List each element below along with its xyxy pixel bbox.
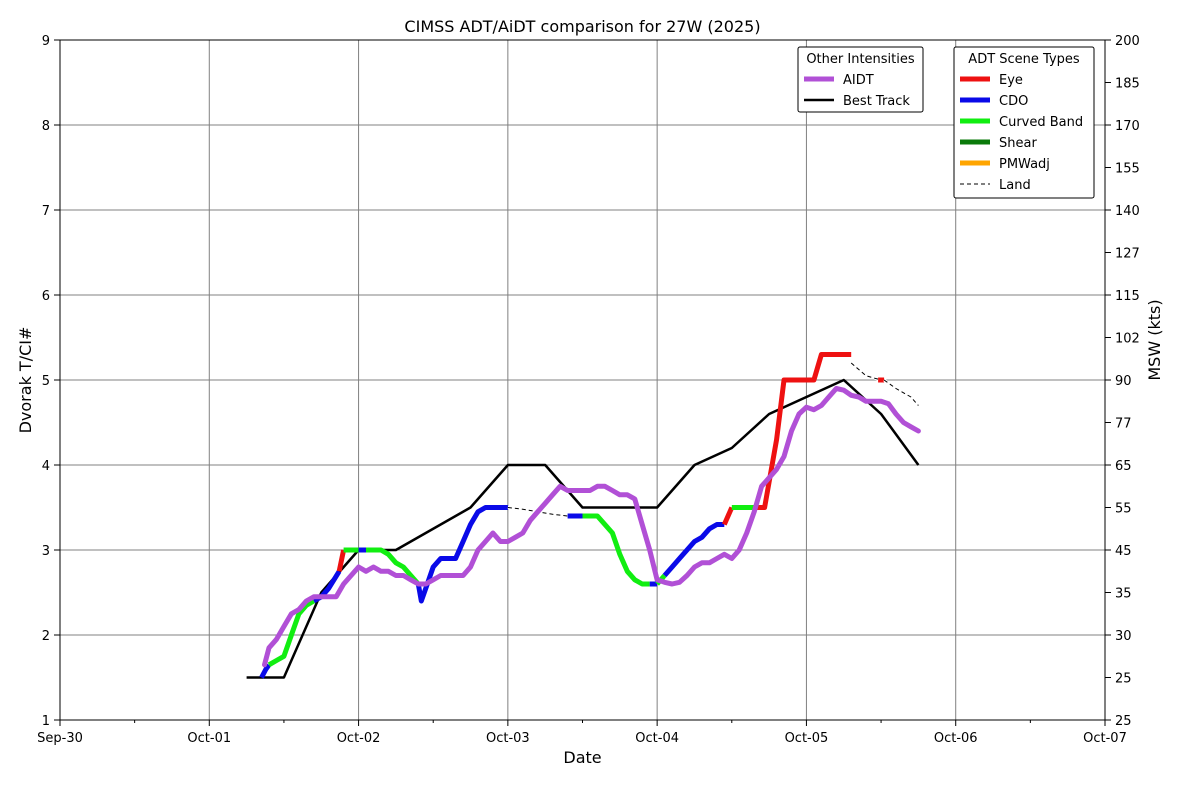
y-tick-label: 3: [42, 544, 50, 559]
y2-axis-title: MSW (kts): [1145, 299, 1164, 380]
y-tick-label: 6: [42, 289, 50, 304]
x-axis-title: Date: [563, 748, 601, 767]
y2-tick-label: 35: [1115, 587, 1132, 602]
y2-tick-label: 170: [1115, 119, 1140, 134]
legend-label: AIDT: [843, 73, 874, 88]
adt-segment-cdo: [662, 522, 725, 578]
legend-label: Land: [999, 178, 1031, 193]
y2-tick-label: 102: [1115, 332, 1140, 347]
x-tick-label: Oct-06: [934, 731, 978, 746]
legend-other-intensities: Other Intensities AIDT Best Track: [797, 46, 924, 113]
y2-tick-label: 90: [1115, 374, 1132, 389]
adt-land-underlay: [850, 361, 882, 382]
y2-tick-label: 30: [1115, 629, 1132, 644]
x-tick-label: Oct-05: [785, 731, 829, 746]
adt-segment-curved-band: [366, 547, 421, 586]
y2-tick-label: 25: [1115, 714, 1132, 729]
aidt-layer: [262, 386, 921, 668]
adt-layer: [259, 352, 920, 679]
legend-box: [953, 46, 1095, 199]
adt-segment-curved-band: [267, 598, 316, 667]
aidt-line: [262, 386, 921, 668]
axis-layer: Sep-30 Oct-01 Oct-02 Oct-03 Oct-04 Oct-05 Oct-…: [37, 34, 1140, 746]
x-tick-label: Oct-03: [486, 731, 530, 746]
y-tick-label: 8: [42, 119, 50, 134]
adt-segment-cdo: [415, 505, 508, 604]
y-tick-label: 7: [42, 204, 50, 219]
legend-label: Best Track: [843, 94, 910, 109]
grid-layer: [60, 40, 1105, 720]
legend-label: CDO: [999, 94, 1028, 109]
y2-tick-label: 25: [1115, 672, 1132, 687]
adt-segment-curved-band: [582, 513, 650, 587]
legend-title: Other Intensities: [806, 52, 915, 67]
y2-tick-label: 127: [1115, 247, 1140, 262]
y2-tick-label: 65: [1115, 459, 1132, 474]
y2-tick-label: 200: [1115, 34, 1140, 49]
chart-title: CIMSS ADT/AiDT comparison for 27W (2025): [404, 17, 760, 36]
y2-tick-label: 185: [1115, 77, 1140, 92]
legend-layer: Other Intensities AIDT Best Track ADT Scene…: [797, 46, 1095, 199]
adt-segment-land: [883, 379, 919, 406]
y-tick-label: 1: [42, 714, 50, 729]
legend-label: Curved Band: [999, 115, 1083, 130]
adt-segment-cdo: [259, 663, 272, 679]
y2-tick-label: 115: [1115, 289, 1140, 304]
adt-segment-eye: [336, 549, 347, 572]
adt-segment-eye: [757, 352, 852, 510]
legend-label: Shear: [999, 136, 1037, 151]
y-tick-label: 9: [42, 34, 50, 49]
adt-segment-eye: [722, 506, 735, 526]
y-axis-title: Dvorak T/CI#: [16, 327, 35, 434]
y-tick-label: 2: [42, 629, 50, 644]
y2-tick-label: 55: [1115, 502, 1132, 517]
legend-box: [797, 46, 924, 113]
legend-adt-scene-types: ADT Scene Types Eye CDO Curved Band Shear PMW…: [953, 46, 1095, 199]
y-tick-label: 5: [42, 374, 50, 389]
adt-segment-land: [850, 362, 882, 381]
x-tick-label: Oct-07: [1083, 731, 1127, 746]
x-tick-label: Oct-02: [337, 731, 381, 746]
x-tick-label: Sep-30: [37, 731, 83, 746]
legend-label: PMWadj: [999, 157, 1050, 172]
y2-tick-label: 140: [1115, 204, 1140, 219]
best-track-line: [246, 378, 920, 679]
x-tick-label: Oct-04: [635, 731, 679, 746]
y2-tick-label: 77: [1115, 417, 1132, 432]
x-tick-label: Oct-01: [187, 731, 231, 746]
best-track-layer: [246, 378, 920, 679]
y2-tick-label: 155: [1115, 162, 1140, 177]
y2-tick-label: 45: [1115, 544, 1132, 559]
legend-label: Eye: [999, 73, 1023, 88]
y-tick-label: 4: [42, 459, 50, 474]
legend-title: ADT Scene Types: [968, 52, 1080, 67]
